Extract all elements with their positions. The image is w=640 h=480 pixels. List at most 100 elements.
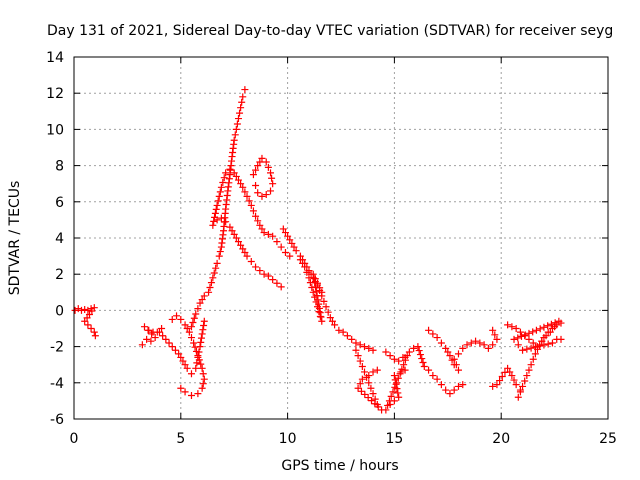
data-point-arc14	[472, 337, 480, 345]
data-point-arc10	[313, 292, 321, 300]
data-point-arc15	[519, 382, 527, 390]
data-point-arc4	[191, 343, 199, 351]
data-point-arc14	[442, 344, 450, 352]
data-point-arc8	[267, 187, 275, 195]
data-point-arc12	[382, 348, 390, 356]
data-point-arc4	[199, 370, 207, 378]
data-point-arc5	[192, 310, 200, 318]
data-point-arc2	[151, 334, 159, 342]
y-tick-label: 6	[55, 195, 64, 211]
data-point-arc8	[262, 191, 270, 199]
data-point-arc6	[256, 221, 264, 229]
data-point-arc13	[454, 382, 462, 390]
data-point-arc12	[394, 389, 402, 397]
data-point-arc11	[371, 400, 379, 408]
data-point-arc12	[395, 357, 403, 365]
data-point-arc1	[74, 305, 82, 313]
data-point-arc11	[354, 352, 362, 360]
data-point-arc9	[348, 335, 356, 343]
y-axis-label: SDTVAR / TECUs	[7, 181, 23, 296]
data-point-arc6	[243, 192, 251, 200]
data-point-arc16	[512, 325, 520, 332]
data-point-arc5	[215, 252, 223, 260]
data-point-arc3	[155, 328, 163, 336]
data-point-arc10	[309, 270, 317, 278]
data-point-arc7	[241, 248, 249, 256]
data-point-arc5	[239, 93, 247, 101]
y-tick-label: 0	[55, 303, 64, 319]
data-point-arc7	[230, 230, 238, 238]
data-point-arc4	[194, 352, 202, 360]
data-point-arc1	[71, 306, 79, 314]
data-point-arc9	[292, 247, 300, 255]
data-point-arc9	[369, 346, 377, 354]
data-point-arc16	[508, 323, 516, 331]
data-point-arc14	[425, 326, 433, 334]
data-point-arc10	[303, 268, 311, 276]
data-point-arc8	[249, 171, 257, 179]
data-point-arc10	[317, 313, 325, 321]
data-point-arc11	[364, 394, 372, 402]
data-point-arc6	[216, 188, 224, 196]
data-point-arc6	[209, 221, 217, 229]
data-point-arc6	[258, 225, 266, 233]
data-point-arc12	[390, 355, 398, 363]
y-tick-label: 4	[55, 231, 64, 247]
data-point-arc15	[516, 388, 524, 396]
data-point-arc14	[493, 335, 501, 343]
data-point-arc15	[493, 381, 501, 389]
data-point-arc11	[356, 380, 364, 388]
y-tick-label: -6	[50, 412, 64, 428]
data-point-arc10	[318, 317, 326, 325]
data-point-arc16	[542, 332, 550, 340]
data-point-arc14	[459, 344, 467, 352]
data-point-arc7	[237, 241, 245, 249]
data-point-arc6	[226, 165, 234, 173]
data-point-arc15	[523, 372, 531, 380]
data-point-arc10	[296, 256, 304, 264]
data-point-arc4	[181, 388, 189, 396]
data-point-arc14	[489, 326, 497, 334]
x-tick-label: 0	[70, 431, 79, 447]
data-point-arc6	[212, 205, 220, 213]
data-point-arc13	[459, 381, 467, 389]
data-point-arc9	[356, 341, 364, 349]
data-point-arc3	[197, 338, 205, 346]
data-point-arc10	[305, 274, 313, 282]
data-point-arc10	[316, 309, 324, 317]
data-point-arc6	[219, 178, 227, 186]
data-point-arc10	[315, 304, 323, 312]
data-point-arc16	[529, 339, 537, 347]
data-point-arc16	[540, 341, 548, 349]
data-point-arc14	[437, 339, 445, 347]
data-point-arc11	[356, 357, 364, 365]
data-point-arc9	[365, 344, 373, 352]
data-point-arc9	[326, 314, 334, 322]
data-point-arc16	[555, 317, 563, 325]
data-point-arc9	[335, 326, 343, 334]
data-point-arc3	[198, 330, 206, 338]
data-point-arc5	[194, 305, 202, 313]
data-point-arc7	[269, 276, 277, 284]
data-point-arc4	[197, 360, 205, 368]
data-point-arc9	[339, 328, 347, 336]
data-point-arc6	[239, 183, 247, 191]
data-point-arc5	[190, 314, 198, 322]
data-point-arc3	[179, 357, 187, 365]
data-point-arc6	[220, 174, 228, 182]
data-point-arc5	[236, 109, 244, 117]
data-point-arc12	[386, 352, 394, 360]
chart-title: Day 131 of 2021, Sidereal Day-to-day VTE…	[47, 23, 613, 39]
data-point-arc12	[400, 361, 408, 369]
data-point-arc6	[252, 212, 260, 220]
y-tick-label: 10	[46, 122, 64, 138]
data-point-arc9	[343, 332, 351, 340]
data-point-arc6	[281, 248, 289, 256]
data-point-arc8	[262, 158, 270, 166]
data-point-arc16	[532, 326, 540, 334]
data-point-arc15	[529, 355, 537, 363]
data-point-arc5	[237, 104, 245, 112]
data-point-arc5	[198, 296, 206, 304]
data-point-arc13	[414, 343, 422, 351]
